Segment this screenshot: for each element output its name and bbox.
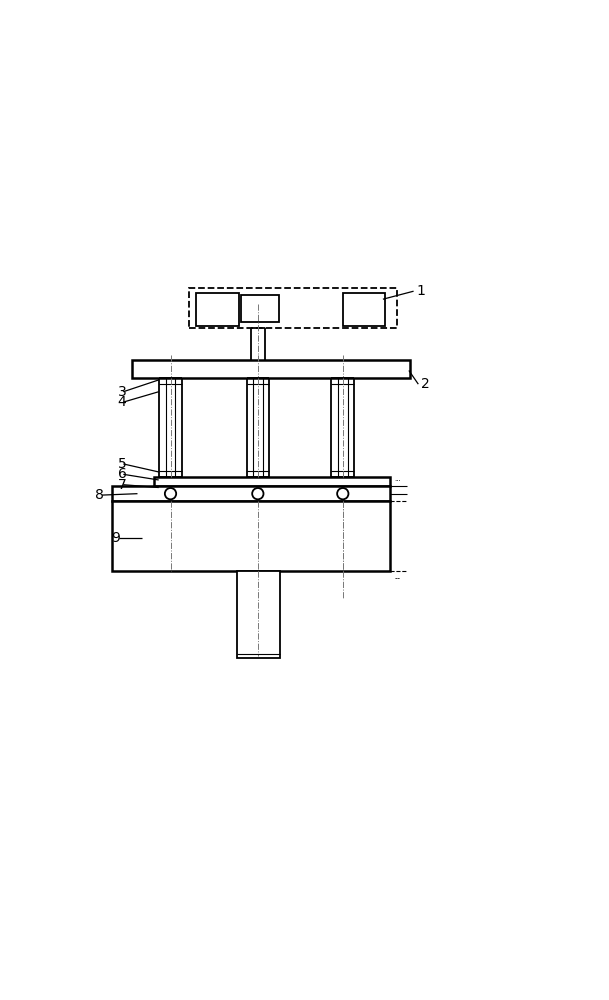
Text: 2: 2 [421, 377, 429, 391]
Text: ···: ··· [395, 478, 401, 484]
Text: 5: 5 [118, 457, 127, 471]
Circle shape [252, 488, 264, 499]
Bar [154, 477, 390, 486]
Bar [343, 293, 385, 326]
Bar [236, 571, 280, 658]
Bar [111, 486, 390, 501]
Text: 8: 8 [95, 488, 104, 502]
Circle shape [337, 488, 348, 499]
Bar [241, 295, 279, 322]
Text: --: -- [395, 574, 401, 583]
Text: 6: 6 [118, 467, 127, 481]
Bar [132, 360, 410, 378]
Bar [189, 288, 397, 328]
Bar [111, 501, 390, 571]
Text: 3: 3 [118, 385, 127, 399]
Circle shape [165, 488, 176, 499]
Bar [197, 293, 239, 326]
Text: 1: 1 [416, 284, 425, 298]
Text: 4: 4 [118, 395, 127, 409]
Text: 9: 9 [111, 531, 121, 545]
Text: 7: 7 [118, 478, 127, 492]
